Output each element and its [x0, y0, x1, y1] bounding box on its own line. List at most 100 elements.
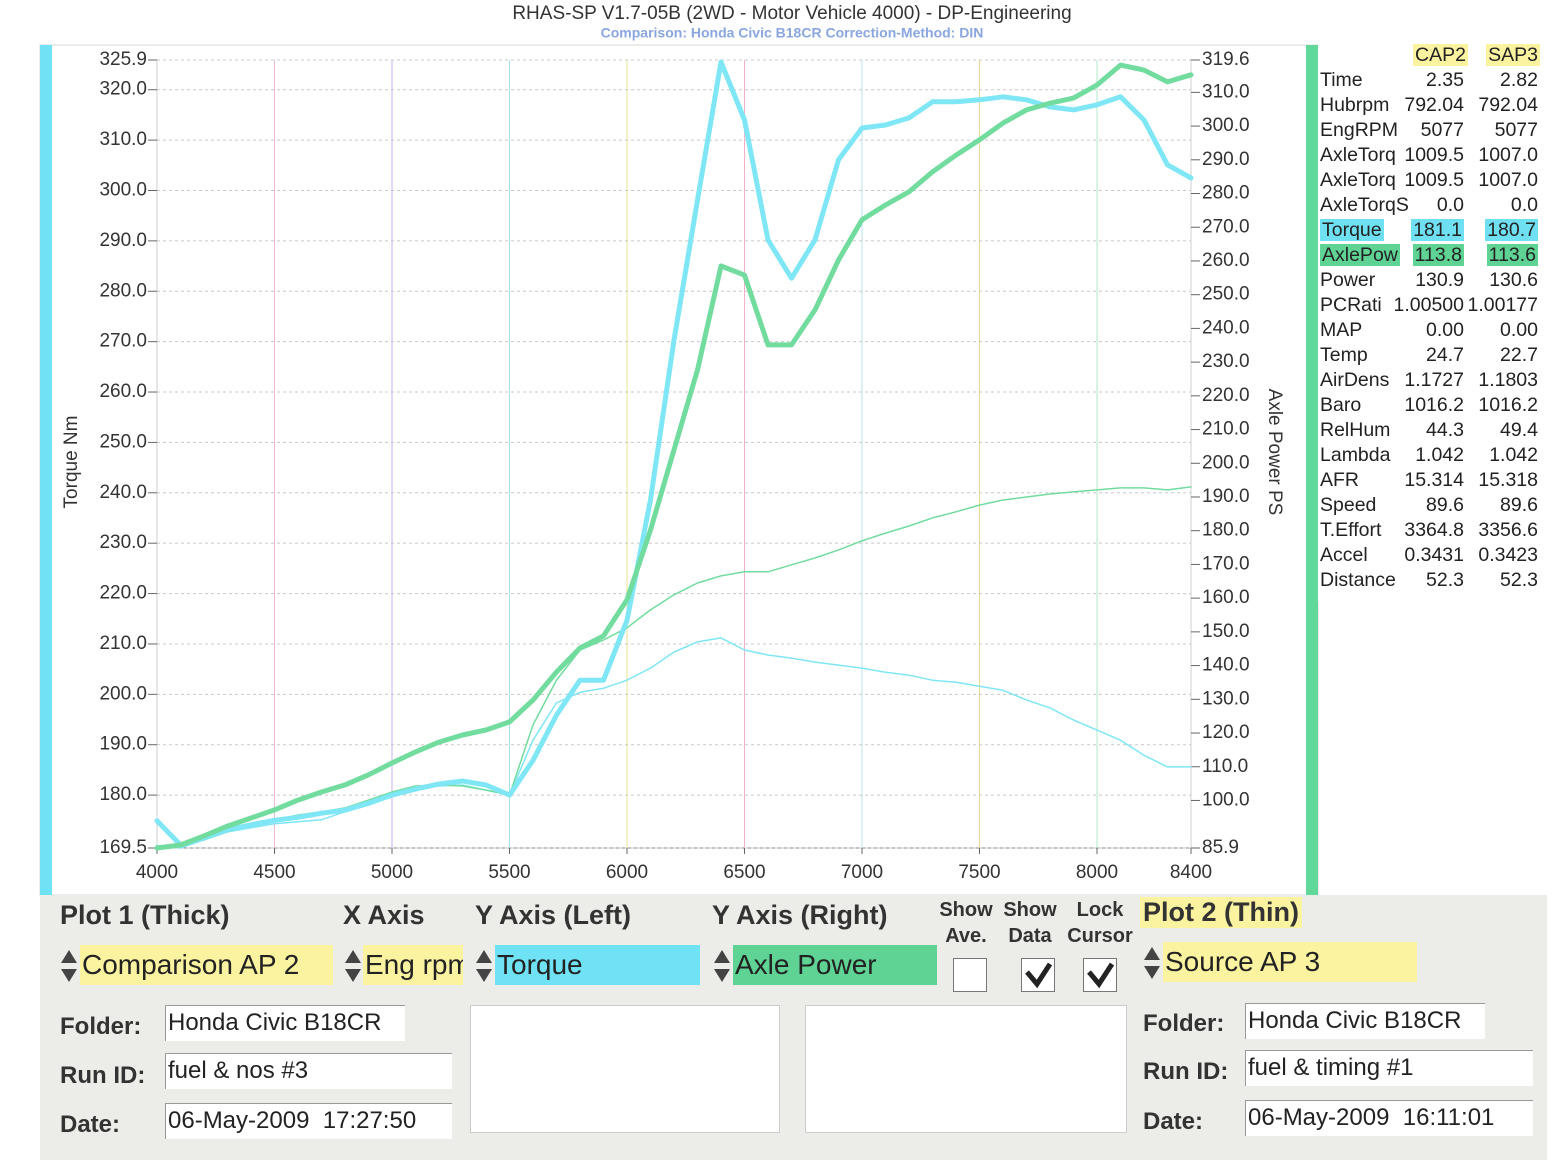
row-value: 1009.5: [1404, 169, 1464, 191]
y-tick-label: 220.0: [99, 583, 147, 604]
run-field[interactable]: fuel & nos #3: [165, 1053, 452, 1089]
run-label: Run ID:: [1143, 1058, 1229, 1085]
row-value: 1007.0: [1478, 144, 1538, 166]
row-value: 1009.5: [1404, 144, 1464, 166]
y2-tick-label: 200.0: [1202, 452, 1250, 473]
row-value: 5077: [1420, 119, 1464, 141]
row-value: 24.7: [1426, 344, 1464, 366]
row-label: EngRPM: [1320, 119, 1399, 141]
y2-tick-label: 310.0: [1202, 81, 1250, 102]
check-mark: [1025, 962, 1053, 989]
y2-tick-label: 240.0: [1202, 317, 1250, 338]
row-value: 1.042: [1415, 444, 1464, 466]
checkbox[interactable]: [1021, 958, 1055, 992]
row-value: 181.1: [1411, 219, 1464, 241]
row-value: 2.35: [1426, 69, 1464, 91]
row-label: Torque: [1320, 219, 1384, 241]
row-label: Lambda: [1320, 444, 1391, 466]
y2-tick-label: 260.0: [1202, 250, 1250, 271]
y2-tick-label: 85.9: [1202, 837, 1239, 858]
spin-button[interactable]: [475, 948, 493, 984]
row-value: 0.3431: [1404, 544, 1464, 566]
folder-field[interactable]: Honda Civic B18CR: [1245, 1003, 1485, 1039]
y-tick-label: 270.0: [99, 331, 147, 352]
row-value: 49.4: [1500, 419, 1538, 441]
row-label: AxleTorq: [1320, 144, 1396, 166]
row-value: 0.00: [1500, 319, 1538, 341]
run-field[interactable]: fuel & timing #1: [1245, 1050, 1533, 1086]
folder-label: Folder:: [1143, 1010, 1225, 1037]
x-tick-label: 8000: [1076, 862, 1118, 883]
row-value: 1007.0: [1478, 169, 1538, 191]
checkbox[interactable]: [953, 958, 987, 992]
x-tick-label: 6000: [606, 862, 648, 883]
row-value: 113.6: [1486, 244, 1538, 266]
y-tick-label: 300.0: [99, 180, 147, 201]
row-value: 113.8: [1412, 244, 1464, 266]
y2-tick-label: 319.6: [1202, 49, 1250, 70]
run-label: Run ID:: [60, 1062, 146, 1089]
x-tick-label: 5000: [371, 862, 413, 883]
row-label: Hubrpm: [1320, 94, 1390, 116]
data-line: [156, 637, 1192, 849]
y-tick-label: 250.0: [99, 431, 147, 452]
y-tick-label: 210.0: [99, 633, 147, 654]
spin-button[interactable]: [60, 948, 78, 984]
y-tick-label: 169.5: [99, 837, 147, 858]
y2-axis-label: Axle Power PS: [1264, 389, 1285, 516]
data-line: [154, 59, 1194, 848]
row-label: Accel: [1320, 544, 1368, 566]
row-label: AFR: [1320, 469, 1359, 491]
row-label: AxlePow: [1320, 244, 1400, 266]
y2-tick-label: 290.0: [1202, 149, 1250, 170]
row-label: T.Effort: [1320, 519, 1382, 541]
y-tick-label: 240.0: [99, 482, 147, 503]
column-header: SAP3: [1486, 44, 1540, 66]
plot1-source[interactable]: Comparison AP 2: [80, 945, 333, 985]
row-label: AxleTorqS: [1320, 194, 1409, 216]
y-left-select[interactable]: Torque: [495, 945, 700, 985]
folder-field[interactable]: Honda Civic B18CR: [165, 1005, 405, 1041]
row-value: 1.00500: [1393, 294, 1465, 316]
row-value: 5077: [1494, 119, 1538, 141]
y2-tick-label: 170.0: [1202, 553, 1250, 574]
y-tick-label: 190.0: [99, 734, 147, 755]
y2-tick-label: 230.0: [1202, 351, 1250, 372]
x-tick-label: 4500: [253, 862, 295, 883]
y-axis-label: Torque Nm: [61, 416, 82, 509]
readout-table: CAP2 SAP3 Time 2.35 2.82 Hubrpm 792.04 792.04 En…: [1318, 42, 1547, 602]
right-axis-bar: [1306, 45, 1318, 895]
row-label: AirDens: [1320, 369, 1390, 391]
plot-panel: [39, 44, 1319, 896]
column-header: CAP2: [1413, 44, 1468, 66]
y-tick-label: 280.0: [99, 280, 147, 301]
y-right-select[interactable]: Axle Power: [733, 945, 937, 985]
y2-tick-label: 220.0: [1202, 385, 1250, 406]
row-value: 792.04: [1404, 94, 1464, 116]
row-value: 0.00: [1426, 319, 1464, 341]
row-value: 15.318: [1478, 469, 1538, 491]
row-label: AxleTorq: [1320, 169, 1396, 191]
checkbox[interactable]: [1083, 958, 1117, 992]
folder-label: Folder:: [60, 1013, 142, 1040]
y2-tick-label: 120.0: [1202, 722, 1250, 743]
row-value: 89.6: [1500, 494, 1538, 516]
plot2-source[interactable]: Source AP 3: [1163, 942, 1417, 982]
row-value: 792.04: [1478, 94, 1538, 116]
spin-button[interactable]: [1143, 945, 1161, 981]
y-tick-label: 260.0: [99, 381, 147, 402]
spin-button[interactable]: [344, 948, 362, 984]
date-field[interactable]: 06-May-2009 16:11:01: [1245, 1100, 1533, 1136]
x-axis-select[interactable]: Eng rpm: [363, 945, 463, 985]
date-field[interactable]: 06-May-2009 17:27:50: [165, 1103, 452, 1139]
row-label: Temp: [1320, 344, 1368, 366]
row-value: 180.7: [1485, 219, 1538, 241]
x-axis-title: X Axis: [343, 900, 425, 930]
spin-button[interactable]: [713, 948, 731, 984]
row-label: RelHum: [1320, 419, 1391, 441]
y2-tick-label: 250.0: [1202, 284, 1250, 305]
data-line: [154, 62, 1194, 851]
y2-tick-label: 130.0: [1202, 688, 1250, 709]
date-label: Date:: [1143, 1108, 1204, 1135]
row-value: 130.6: [1489, 269, 1538, 291]
